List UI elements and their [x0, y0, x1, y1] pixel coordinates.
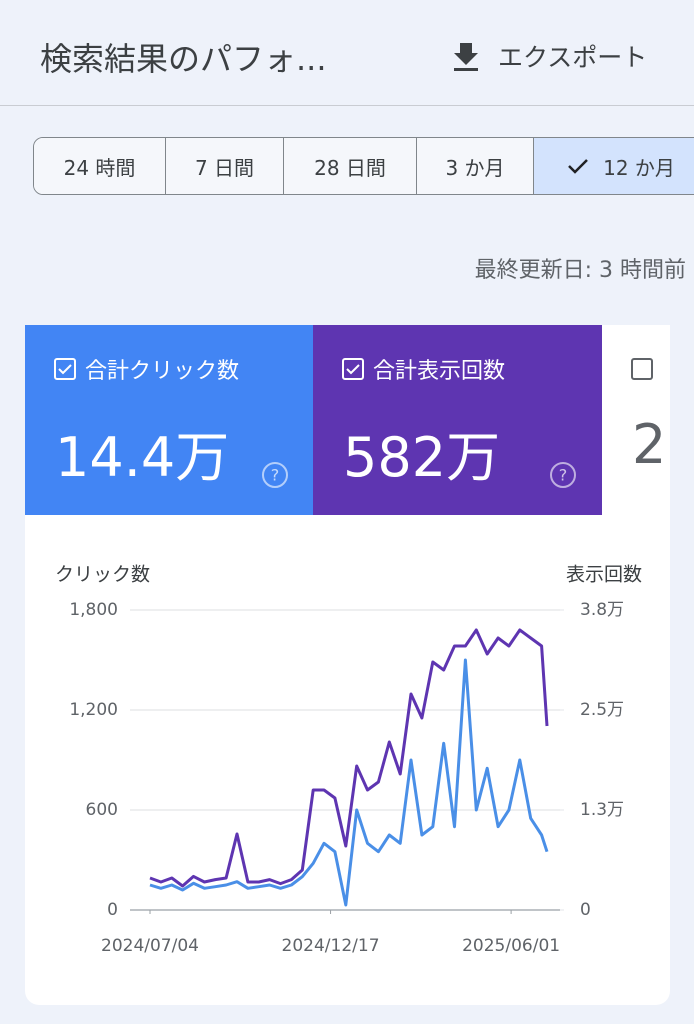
series-line — [149, 628, 549, 888]
x-tick-label: 2024/07/04 — [101, 936, 199, 956]
series-line — [149, 658, 549, 907]
y-tick-label: 1,200 — [69, 700, 118, 720]
header — [0, 0, 694, 106]
svg-text:?: ? — [559, 466, 568, 485]
period-label: 12 か月 — [603, 155, 675, 180]
period-tab[interactable]: 24 時間 — [34, 138, 166, 194]
period-label: 3 か月 — [445, 155, 505, 180]
x-tick-label: 2025/06/01 — [462, 936, 560, 956]
period-tab[interactable]: 3 か月 — [417, 138, 534, 194]
metric-card[interactable]: 2. — [602, 325, 670, 515]
metric-value: 14.4万 — [55, 426, 230, 489]
period-label: 28 日間 — [314, 155, 386, 180]
export-button[interactable]: エクスポート — [452, 38, 647, 74]
y-tick-label: 0 — [107, 900, 118, 920]
y2-tick-label: 1.3万 — [580, 800, 624, 820]
check-icon — [568, 159, 588, 174]
export-label: エクスポート — [498, 43, 648, 72]
y2-tick-label: 0 — [580, 900, 591, 920]
period-label: 24 時間 — [63, 155, 136, 180]
chart: クリック数 表示回数 0 600 1,200 1,800 0 1.3万 2.5万 3.8万 2024… — [55, 564, 642, 957]
page-title: 検索結果のパフォ... — [40, 40, 327, 78]
svg-text:?: ? — [271, 466, 280, 485]
metric-value: 2. — [632, 413, 670, 476]
metric-label: 合計表示回数 — [373, 359, 506, 384]
y-tick-label: 1,800 — [69, 600, 118, 620]
y-axis-title: クリック数 — [55, 564, 150, 586]
x-tick-label: 2024/12/17 — [282, 936, 380, 956]
period-tab[interactable]: 7 日間 — [166, 138, 284, 194]
period-tab[interactable]: 12 か月 — [534, 138, 694, 194]
checkbox — [342, 358, 364, 380]
period-filter: 24 時間 7 日間 28 日間 3 か月 12 か月 — [33, 137, 694, 195]
y2-tick-label: 2.5万 — [580, 700, 624, 720]
chart-panel: クリック数 表示回数 0 600 1,200 1,800 0 1.3万 2.5万 3.8万 2024… — [25, 515, 670, 1005]
help-icon: ? — [262, 462, 288, 488]
metric-card[interactable]: 合計クリック数 14.4万? — [25, 325, 313, 515]
period-label: 7 日間 — [194, 155, 255, 180]
period-tab[interactable]: 28 日間 — [284, 138, 417, 194]
y-tick-label: 600 — [86, 800, 118, 820]
metric-label: 合計クリック数 — [85, 359, 240, 384]
y2-tick-label: 3.8万 — [580, 600, 624, 620]
download-icon — [454, 43, 478, 71]
last-updated: 最終更新日: 3 時間前 — [474, 258, 686, 283]
metric-card[interactable]: 合計表示回数 582万? — [313, 325, 602, 515]
checkbox — [54, 358, 76, 380]
checkbox — [631, 358, 653, 380]
help-icon: ? — [550, 462, 576, 488]
metric-value: 582万 — [343, 426, 501, 489]
y2-axis-title: 表示回数 — [566, 564, 642, 586]
